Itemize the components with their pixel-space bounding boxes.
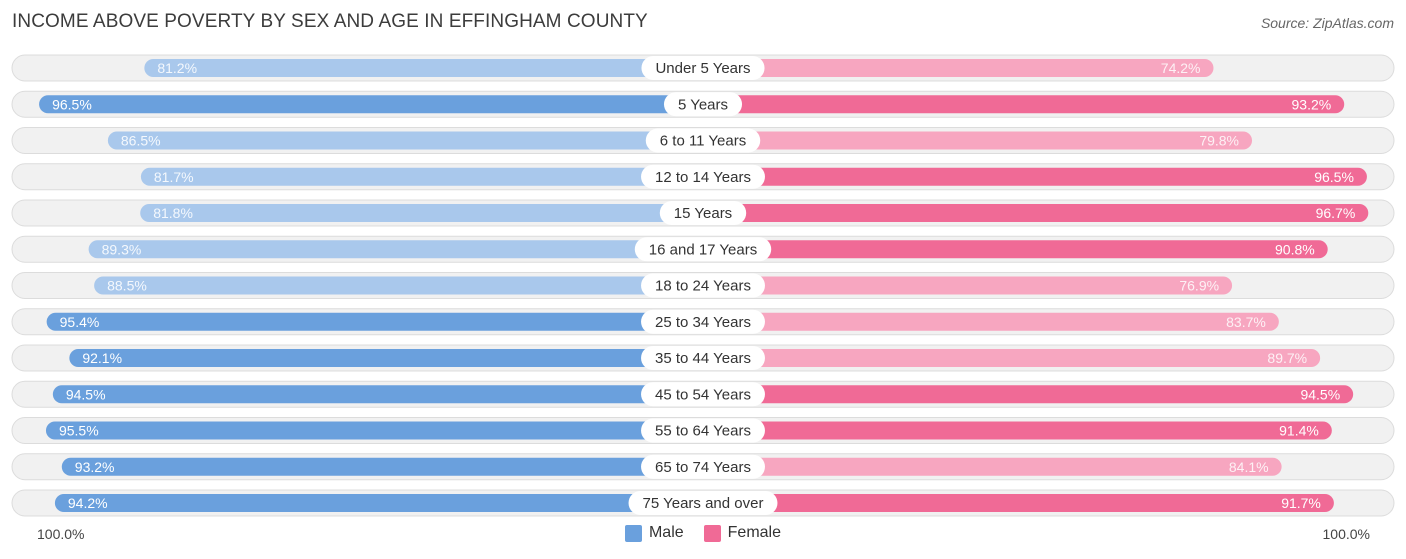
data-label-male: 86.5% — [121, 133, 161, 149]
legend: Male Female — [0, 524, 1406, 542]
bar-male — [144, 59, 703, 77]
category-label: 12 to 14 Years — [655, 169, 751, 186]
legend-item-female: Female — [703, 524, 782, 542]
category-pill — [659, 201, 747, 225]
bar-female — [703, 385, 1354, 404]
category-pill — [641, 56, 765, 80]
bar-male — [52, 385, 703, 404]
category-label: 65 to 74 Years — [655, 459, 751, 476]
data-label-male: 93.2% — [75, 459, 115, 475]
category-label: 35 to 44 Years — [655, 350, 751, 367]
data-label-male: 94.2% — [68, 495, 108, 511]
bar-female — [703, 95, 1345, 114]
category-label: 6 to 11 Years — [660, 133, 746, 150]
data-label-female: 83.7% — [1226, 314, 1266, 330]
category-label: 25 to 34 Years — [655, 314, 751, 331]
data-label-male: 89.3% — [102, 241, 142, 257]
bar-male — [45, 421, 703, 440]
category-pill — [663, 92, 743, 117]
bar-male — [88, 240, 704, 259]
data-label-female: 96.5% — [1314, 169, 1354, 185]
category-label: 45 to 54 Years — [655, 386, 751, 403]
data-label-female: 79.8% — [1199, 133, 1239, 149]
axis-right-label: 100.0% — [1322, 526, 1370, 542]
category-pill — [641, 273, 765, 298]
data-label-male: 81.7% — [154, 169, 194, 185]
category-label: 16 and 17 Years — [649, 241, 757, 258]
category-label: 5 Years — [678, 96, 728, 113]
data-label-female: 89.7% — [1267, 350, 1307, 366]
category-pill — [641, 164, 765, 189]
bar-male — [39, 95, 703, 114]
bar-female — [703, 457, 1282, 476]
bar-female — [703, 349, 1321, 367]
data-label-male: 95.5% — [59, 423, 99, 439]
bar-male — [107, 131, 703, 150]
chart-plot: 81.2% 74.2% Under 5 Years 96.5% 93.2% 5 Years… — [11, 54, 1395, 517]
data-label-male: 81.8% — [153, 205, 193, 221]
bar-male — [46, 312, 703, 331]
data-label-male: 88.5% — [107, 278, 147, 294]
data-label-male: 92.1% — [82, 350, 122, 366]
category-label: Under 5 Years — [655, 60, 750, 77]
data-label-female: 76.9% — [1179, 278, 1219, 294]
data-label-male: 81.2% — [157, 60, 197, 76]
category-pill — [641, 382, 765, 407]
bar-female — [703, 276, 1233, 295]
legend-swatch-male — [624, 524, 642, 542]
bar-male — [69, 349, 704, 367]
data-label-female: 74.2% — [1161, 60, 1201, 76]
data-label-male: 96.5% — [52, 96, 92, 112]
bar-female — [703, 312, 1279, 331]
bar-male — [140, 204, 703, 222]
legend-label-male: Male — [648, 524, 684, 541]
data-label-female: 94.5% — [1300, 386, 1340, 402]
category-label: 55 to 64 Years — [655, 423, 751, 440]
category-label: 75 Years and over — [643, 495, 764, 512]
axis-left-label: 100.0% — [37, 526, 85, 542]
data-label-female: 93.2% — [1292, 96, 1332, 112]
legend-swatch-female — [703, 524, 721, 542]
bar-male — [94, 276, 704, 295]
bar-female — [703, 240, 1328, 259]
source-credit: Source: ZipAtlas.com — [1260, 15, 1394, 31]
category-pill — [634, 237, 772, 262]
legend-item-male: Male — [624, 524, 684, 542]
bar-female — [703, 167, 1367, 186]
bar-female — [703, 204, 1369, 222]
category-pill — [645, 128, 761, 153]
data-label-female: 90.8% — [1275, 241, 1315, 257]
data-label-female: 91.7% — [1281, 495, 1321, 511]
chart-title: INCOME ABOVE POVERTY BY SEX AND AGE IN E… — [12, 11, 648, 32]
category-pill — [641, 454, 765, 479]
bar-male — [61, 457, 704, 476]
category-pill — [641, 346, 765, 370]
category-pill — [641, 418, 765, 443]
category-pill — [641, 309, 765, 334]
bar-female — [703, 59, 1214, 77]
data-label-male: 94.5% — [66, 386, 106, 402]
data-label-female: 91.4% — [1279, 423, 1319, 439]
category-label: 15 Years — [674, 205, 732, 222]
data-label-male: 95.4% — [60, 314, 100, 330]
bar-female — [703, 421, 1332, 440]
legend-label-female: Female — [727, 524, 782, 541]
category-pill — [628, 491, 778, 515]
bar-female — [703, 494, 1334, 512]
bar-male — [54, 494, 704, 512]
bar-female — [703, 131, 1253, 150]
bar-male — [140, 167, 704, 186]
category-label: 18 to 24 Years — [655, 278, 751, 295]
data-label-female: 96.7% — [1316, 205, 1356, 221]
data-label-female: 84.1% — [1229, 459, 1269, 475]
